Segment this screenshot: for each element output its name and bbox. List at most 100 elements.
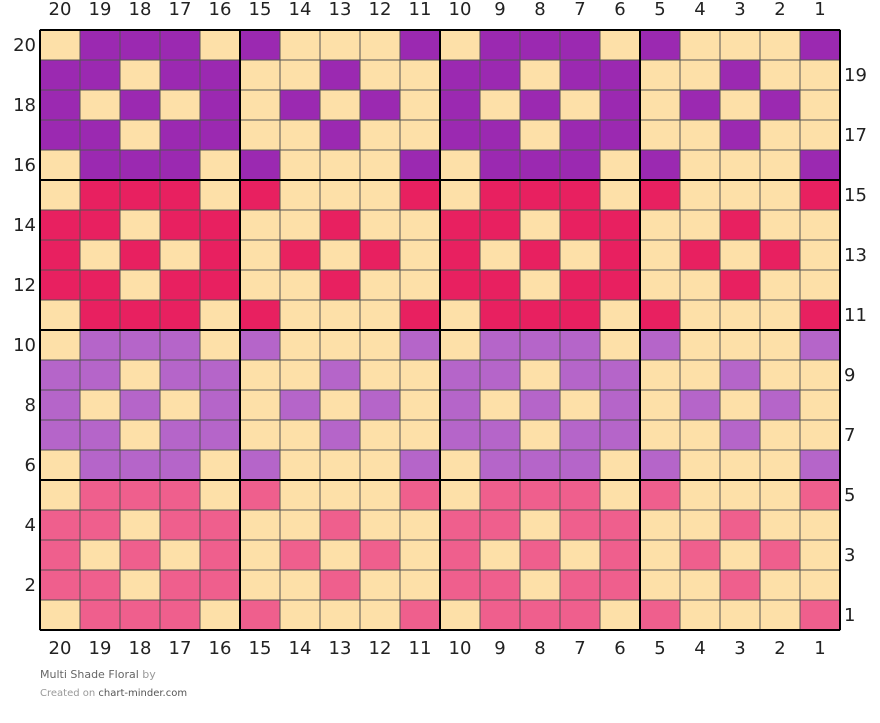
cell <box>519 509 561 541</box>
cell <box>599 29 641 61</box>
cell <box>199 179 241 211</box>
column-number: 7 <box>574 0 585 20</box>
cell <box>799 419 841 451</box>
cell <box>319 599 361 631</box>
cell <box>719 329 761 361</box>
cell <box>239 569 281 601</box>
cell <box>279 179 321 211</box>
cell <box>359 329 401 361</box>
column-number: 11 <box>409 638 432 659</box>
cell <box>799 479 841 511</box>
cell <box>439 449 481 481</box>
cell <box>759 569 801 601</box>
cell <box>799 89 841 121</box>
cell <box>519 89 561 121</box>
cell <box>719 449 761 481</box>
cell <box>679 29 721 61</box>
cell <box>639 179 681 211</box>
cell <box>159 119 201 151</box>
column-number: 5 <box>654 638 665 659</box>
cell <box>799 449 841 481</box>
cell <box>359 419 401 451</box>
cell <box>559 569 601 601</box>
cell <box>759 539 801 571</box>
column-number: 16 <box>209 0 232 20</box>
cell <box>119 299 161 331</box>
cell <box>199 209 241 241</box>
cell <box>199 479 241 511</box>
cell <box>199 539 241 571</box>
cell <box>799 299 841 331</box>
cell <box>279 89 321 121</box>
cell <box>279 209 321 241</box>
cell <box>39 539 81 571</box>
cell <box>559 89 601 121</box>
column-number: 9 <box>494 0 505 20</box>
cell <box>719 299 761 331</box>
row-number: 2 <box>25 575 36 596</box>
cell <box>479 239 521 271</box>
column-number: 18 <box>129 638 152 659</box>
cell <box>279 329 321 361</box>
cell <box>319 119 361 151</box>
cell <box>799 509 841 541</box>
cell <box>199 569 241 601</box>
cell <box>39 29 81 61</box>
cell <box>599 299 641 331</box>
cell <box>799 359 841 391</box>
cell <box>39 299 81 331</box>
cell <box>119 329 161 361</box>
cell <box>599 89 641 121</box>
cell <box>639 449 681 481</box>
by: by <box>142 668 156 681</box>
cell <box>199 29 241 61</box>
cell <box>559 449 601 481</box>
cell <box>79 149 121 181</box>
cell <box>359 209 401 241</box>
cell <box>599 59 641 91</box>
column-number: 15 <box>249 0 272 20</box>
cell <box>679 209 721 241</box>
cell <box>159 359 201 391</box>
cell <box>399 299 441 331</box>
cell <box>759 389 801 421</box>
cell <box>359 389 401 421</box>
column-number: 2 <box>774 638 785 659</box>
cell <box>319 149 361 181</box>
cell <box>319 209 361 241</box>
cell <box>79 209 121 241</box>
cell <box>599 479 641 511</box>
cell <box>319 359 361 391</box>
cell <box>679 299 721 331</box>
cell <box>799 329 841 361</box>
cell <box>39 119 81 151</box>
cell <box>599 149 641 181</box>
cell <box>479 119 521 151</box>
cell <box>319 299 361 331</box>
cell <box>479 389 521 421</box>
cell <box>199 149 241 181</box>
cell <box>719 359 761 391</box>
row-number: 8 <box>25 395 36 416</box>
cell <box>799 59 841 91</box>
cell <box>479 29 521 61</box>
cell <box>679 479 721 511</box>
cell <box>319 239 361 271</box>
row-number: 14 <box>13 215 36 236</box>
cell <box>559 209 601 241</box>
cell <box>119 359 161 391</box>
cell <box>599 599 641 631</box>
column-number: 12 <box>369 638 392 659</box>
cell <box>39 209 81 241</box>
cell <box>159 329 201 361</box>
row-number: 18 <box>13 95 36 116</box>
cell <box>399 509 441 541</box>
cell <box>119 269 161 301</box>
cell <box>279 239 321 271</box>
cell <box>439 299 481 331</box>
cell <box>479 59 521 91</box>
cell <box>39 599 81 631</box>
column-number: 1 <box>814 638 825 659</box>
cell <box>439 509 481 541</box>
column-number: 14 <box>289 638 312 659</box>
